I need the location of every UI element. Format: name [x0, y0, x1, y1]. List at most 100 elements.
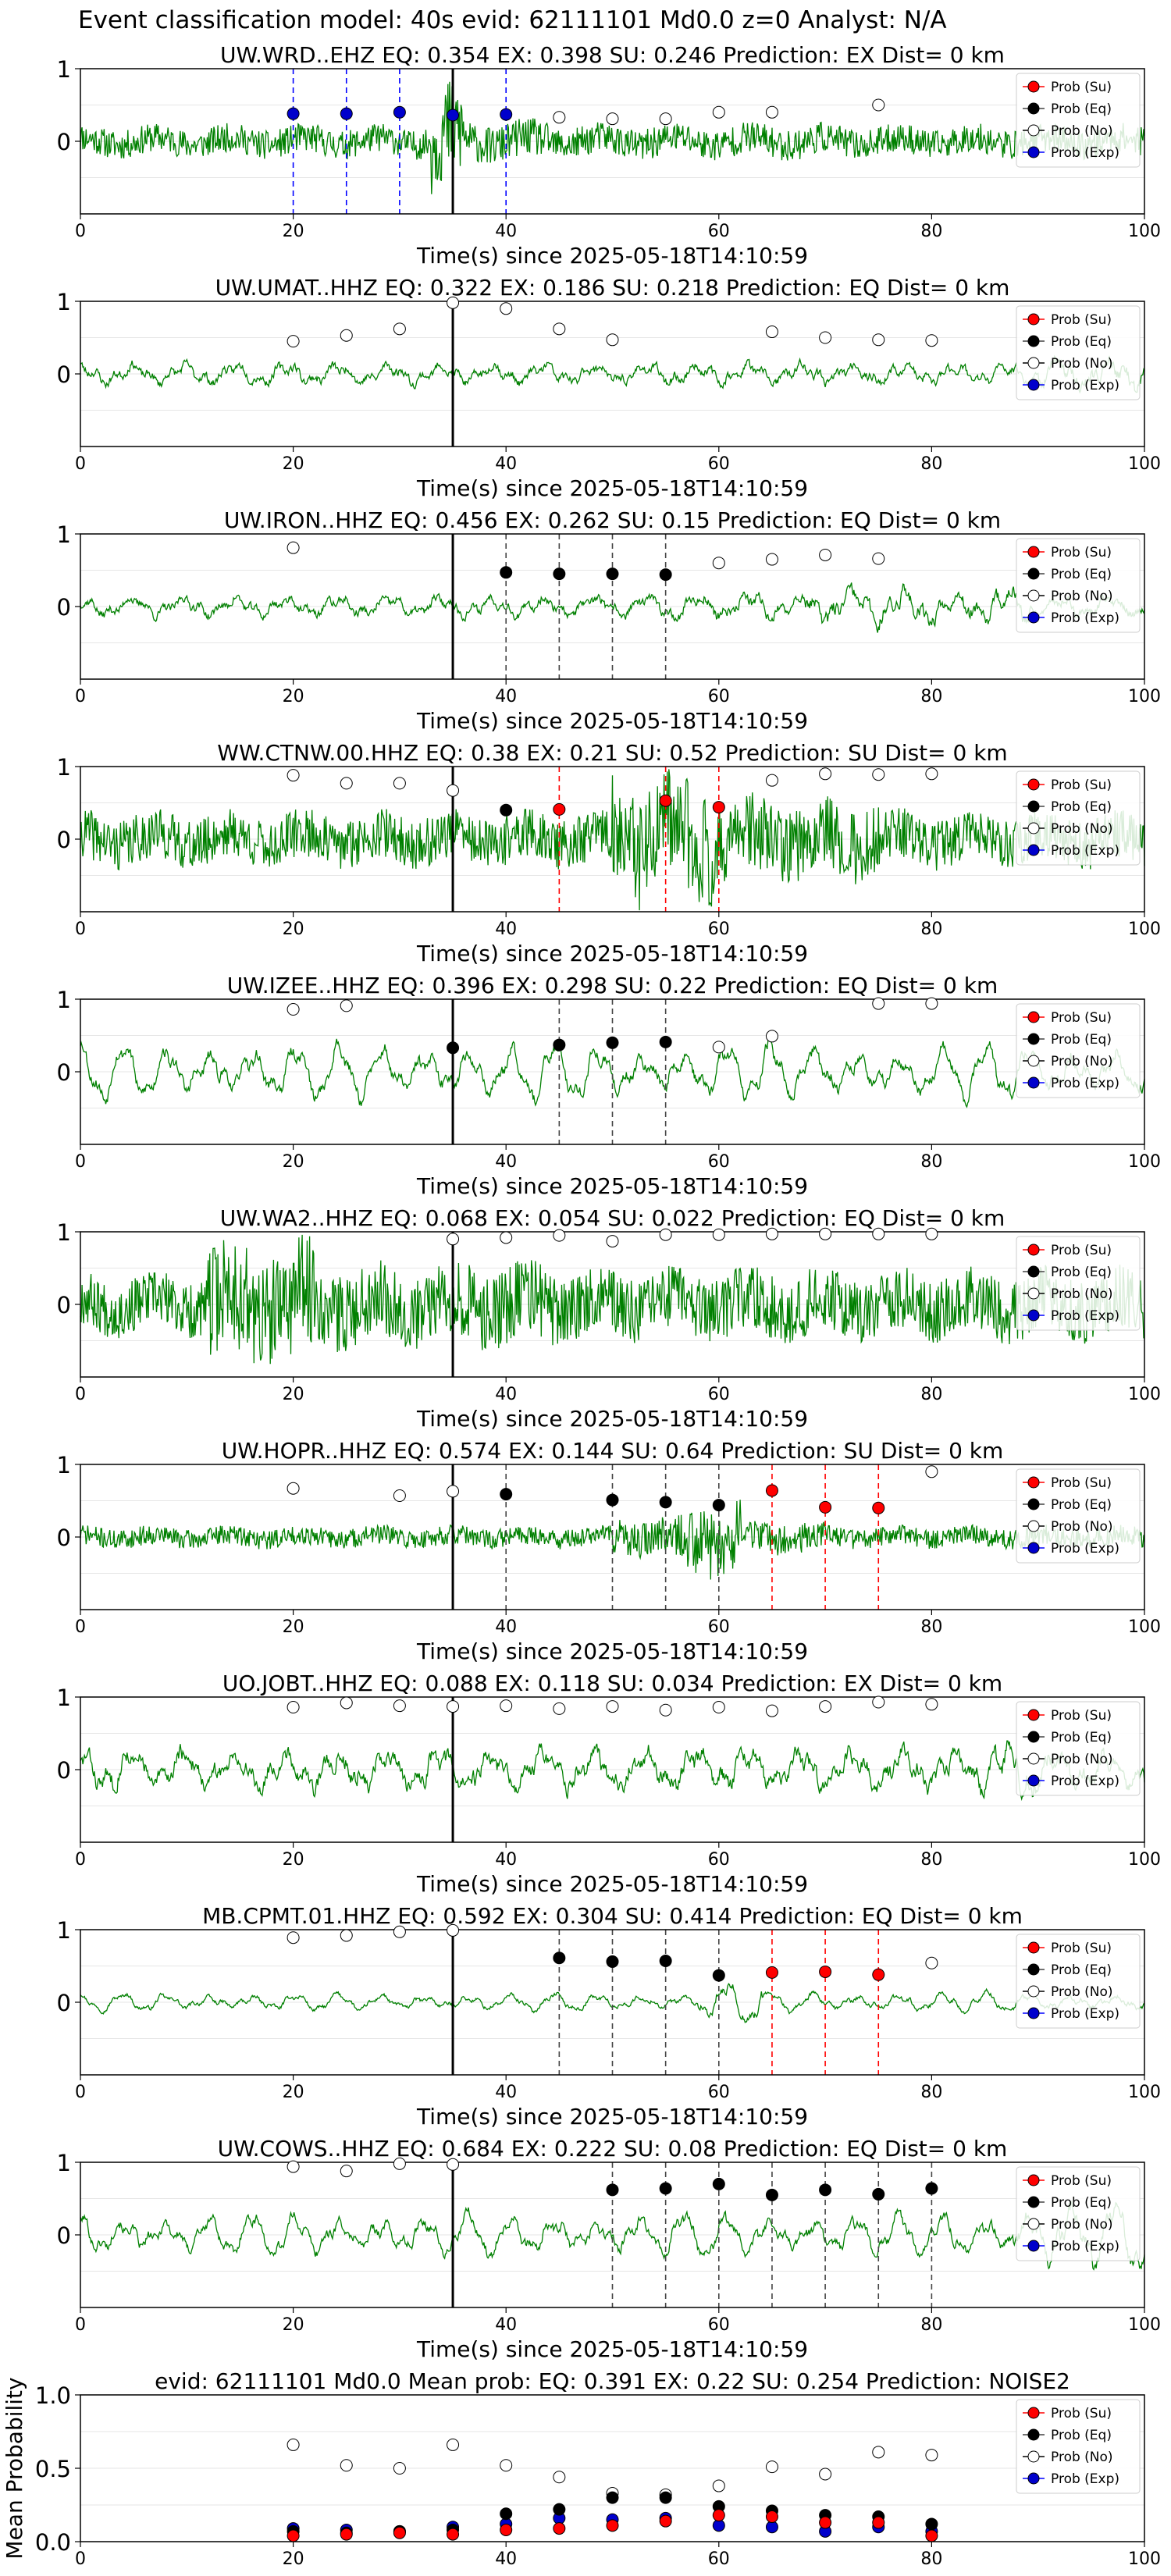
- panel-3-waveform: [80, 582, 1145, 633]
- panel-10-point-probno: [287, 2160, 300, 2173]
- legend-label-exp: Prob (Exp): [1051, 1076, 1119, 1091]
- legend-marker-su: [1027, 2407, 1040, 2419]
- panel-9-ytick-label: 1: [57, 1917, 71, 1944]
- legend-marker-exp: [1027, 844, 1040, 856]
- panel-7-point-probeq: [500, 1488, 513, 1501]
- panel-2-point-probno: [340, 329, 353, 342]
- panel-8: UO.JOBT..HHZ EQ: 0.088 EX: 0.118 SU: 0.0…: [57, 1670, 1161, 1897]
- panel-2-xtick-label: 20: [283, 454, 304, 474]
- legend-label-eq: Prob (Eq): [1051, 567, 1112, 582]
- legend-label-eq: Prob (Eq): [1051, 799, 1112, 815]
- panel-2-point-probno: [447, 296, 460, 309]
- panel-8-point-probno: [287, 1701, 300, 1714]
- legend-label-su: Prob (Su): [1051, 1708, 1112, 1724]
- legend-box: [1016, 73, 1141, 168]
- legend-marker-su: [1027, 1476, 1040, 1489]
- panel-9-xlabel: Time(s) since 2025-05-18T14:10:59: [416, 2104, 808, 2129]
- panel-2-xtick-label: 60: [708, 454, 730, 474]
- panel-1-point-probno: [872, 98, 885, 112]
- panel-6-point-probno: [819, 1227, 832, 1240]
- panel-3-point-probeq: [659, 568, 672, 582]
- panel-3-xtick-label: 100: [1128, 687, 1161, 706]
- panel-6-xtick-label: 100: [1128, 1385, 1161, 1404]
- summary-panel-point-probsu: [872, 2516, 885, 2529]
- panel-4-xtick-label: 40: [495, 920, 517, 939]
- panel-9-point-probeq: [659, 1954, 672, 1967]
- panel-1-point-probexp: [393, 105, 406, 119]
- panel-7-point-probeq: [606, 1493, 619, 1507]
- panel-9-point-probeq: [712, 1969, 725, 1982]
- legend-marker-eq: [1027, 1963, 1040, 1976]
- panel-7-xtick-label: 20: [283, 1617, 304, 1637]
- panel-2-point-probno: [819, 331, 832, 344]
- summary-panel-point-probno: [872, 2446, 885, 2459]
- panel-2-ytick-label: 0: [57, 361, 71, 388]
- panel-7-ytick-label: 0: [57, 1525, 71, 1551]
- panel-8-xtick-label: 20: [283, 1850, 304, 1870]
- legend-label-exp: Prob (Exp): [1051, 2239, 1119, 2254]
- panel-4-point-probno: [765, 774, 778, 787]
- legend-box: [1016, 1236, 1141, 1331]
- panel-5-point-probno: [340, 999, 353, 1012]
- panel-10-xtick-label: 20: [283, 2315, 304, 2335]
- summary-panel-legend: Prob (Su) Prob (Eq) Prob (No) Prob (Exp): [1016, 2399, 1141, 2494]
- summary-panel-xtick-label: 40: [495, 2549, 517, 2569]
- panel-3-point-probno: [712, 557, 725, 570]
- panel-10-point-probno: [340, 2165, 353, 2178]
- legend-box: [1016, 2166, 1141, 2261]
- panel-10-point-probeq: [765, 2188, 778, 2201]
- panel-1-xtick-label: 100: [1128, 222, 1161, 241]
- summary-panel-point-probno: [287, 2438, 300, 2451]
- legend-marker-no: [1027, 1752, 1040, 1765]
- legend-label-no: Prob (No): [1051, 123, 1113, 139]
- panel-5-xtick-label: 60: [708, 1152, 730, 1172]
- panel-1: UW.WRD..EHZ EQ: 0.354 EX: 0.398 SU: 0.24…: [57, 42, 1161, 269]
- panel-4-point-probeq: [500, 803, 513, 817]
- panel-5-ytick-label: 0: [57, 1059, 71, 1086]
- legend-marker-exp: [1027, 146, 1040, 158]
- panel-10-title: UW.COWS..HHZ EQ: 0.684 EX: 0.222 SU: 0.0…: [218, 2136, 1008, 2161]
- summary-panel-point-probno: [712, 2479, 725, 2492]
- panel-9-title: MB.CPMT.01.HHZ EQ: 0.592 EX: 0.304 SU: 0…: [202, 1903, 1023, 1929]
- panel-1-point-probexp: [447, 109, 460, 122]
- legend-marker-eq: [1027, 2196, 1040, 2208]
- panel-7-xtick-label: 100: [1128, 1617, 1161, 1637]
- legend-label-su: Prob (Su): [1051, 1941, 1112, 1956]
- panel-9-xtick-label: 100: [1128, 2083, 1161, 2102]
- panel-7-point-probno: [925, 1465, 938, 1478]
- legend-label-su: Prob (Su): [1051, 2406, 1112, 2421]
- panel-1-xtick-label: 80: [920, 222, 942, 241]
- panel-4-point-probno: [925, 767, 938, 781]
- legend-marker-no: [1027, 589, 1040, 602]
- panel-10-point-probeq: [606, 2183, 619, 2197]
- legend-label-eq: Prob (Eq): [1051, 2428, 1112, 2443]
- panel-1-point-probexp: [500, 108, 513, 121]
- legend-label-su: Prob (Su): [1051, 1475, 1112, 1491]
- summary-panel-xtick-label: 20: [283, 2549, 304, 2569]
- panel-10-point-probeq: [712, 2177, 725, 2190]
- summary-panel-xtick-label: 60: [708, 2549, 730, 2569]
- panel-9-point-probno: [925, 1956, 938, 1969]
- panel-5-xtick-label: 80: [920, 1152, 942, 1172]
- legend-marker-su: [1027, 1011, 1040, 1023]
- summary-panel-title: evid: 62111101 Md0.0 Mean prob: EQ: 0.39…: [155, 2368, 1070, 2394]
- panel-8-ytick-label: 0: [57, 1757, 71, 1784]
- panel-3-point-probeq: [500, 566, 513, 579]
- panel-8-point-probno: [872, 1695, 885, 1709]
- summary-panel-ytick-label: 0.0: [35, 2529, 71, 2556]
- summary-panel-point-probeq: [925, 2517, 938, 2531]
- legend-marker-exp: [1027, 1309, 1040, 1322]
- panel-6-ytick-label: 0: [57, 1292, 71, 1318]
- panel-1-point-probno: [712, 105, 725, 119]
- panel-5: UW.IZEE..HHZ EQ: 0.396 EX: 0.298 SU: 0.2…: [57, 973, 1161, 1199]
- panel-3-point-probno: [819, 548, 832, 561]
- legend-label-su: Prob (Su): [1051, 312, 1112, 328]
- panel-9-legend: Prob (Su) Prob (Eq) Prob (No) Prob (Exp): [1016, 1934, 1141, 2029]
- panel-2-xlabel: Time(s) since 2025-05-18T14:10:59: [416, 475, 808, 501]
- legend-label-no: Prob (No): [1051, 1519, 1113, 1535]
- summary-panel-ylabel: Mean Probability: [2, 2377, 27, 2559]
- panel-2: UW.UMAT..HHZ EQ: 0.322 EX: 0.186 SU: 0.2…: [57, 275, 1161, 501]
- legend-marker-eq: [1027, 335, 1040, 347]
- legend-box: [1016, 1003, 1141, 1098]
- panel-8-point-probno: [659, 1703, 672, 1717]
